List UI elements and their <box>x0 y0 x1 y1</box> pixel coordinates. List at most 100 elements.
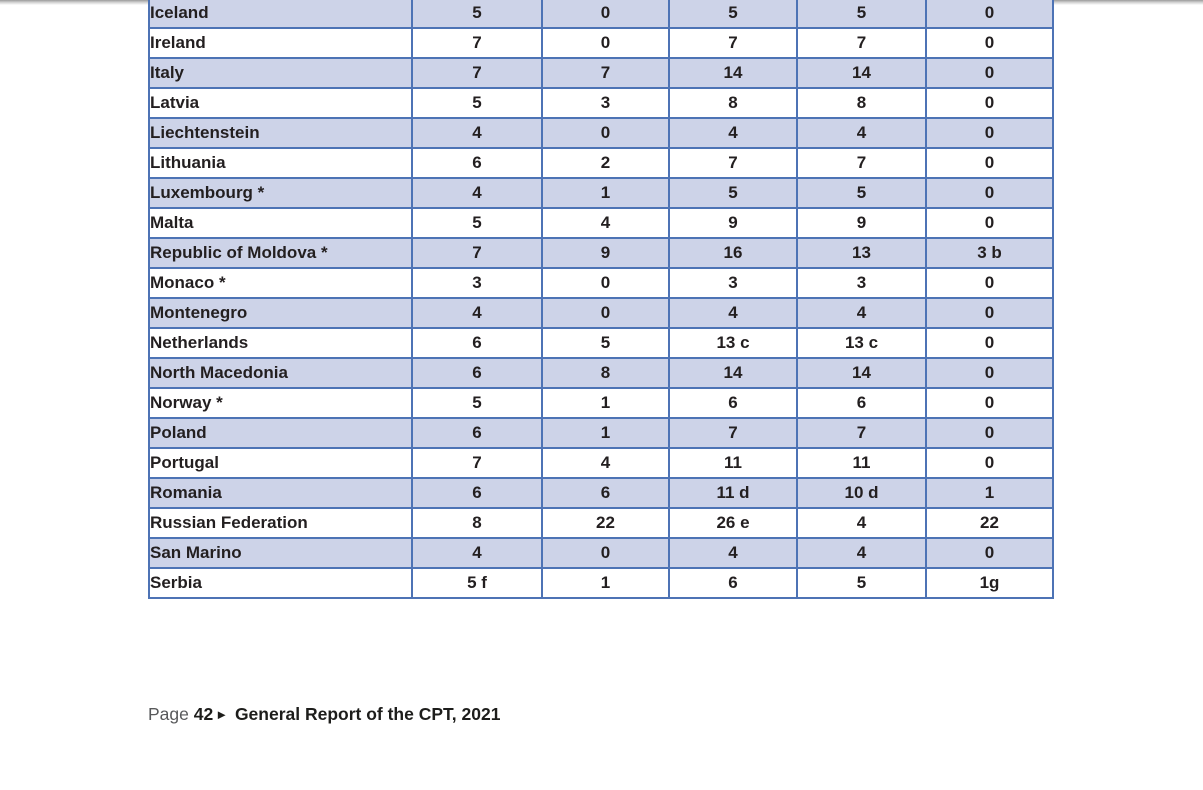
table-row: Malta 5 4 9 9 0 <box>148 207 1054 239</box>
value-cell: 4 <box>411 537 543 569</box>
arrow-right-icon: ► <box>215 707 229 722</box>
value-cell: 14 <box>668 357 798 389</box>
value-cell: 0 <box>925 387 1054 419</box>
value-cell: 6 <box>541 477 670 509</box>
value-cell: 1 <box>541 387 670 419</box>
country-name-cell: Portugal <box>148 447 413 479</box>
value-cell: 5 <box>411 87 543 119</box>
value-cell: 22 <box>925 507 1054 539</box>
country-name-cell: Monaco * <box>148 267 413 299</box>
value-cell: 5 <box>796 0 927 29</box>
value-cell: 0 <box>925 117 1054 149</box>
value-cell: 4 <box>411 297 543 329</box>
value-cell: 3 <box>668 267 798 299</box>
table-row: Serbia 5 f 1 6 5 1g <box>148 567 1054 599</box>
value-cell: 3 <box>796 267 927 299</box>
value-cell: 7 <box>411 447 543 479</box>
table-row: Portugal 7 4 11 11 0 <box>148 447 1054 479</box>
value-cell: 3 <box>411 267 543 299</box>
value-cell: 4 <box>796 537 927 569</box>
country-name-cell: San Marino <box>148 537 413 569</box>
value-cell: 0 <box>925 417 1054 449</box>
value-cell: 7 <box>411 57 543 89</box>
value-cell: 0 <box>925 57 1054 89</box>
value-cell: 6 <box>411 147 543 179</box>
value-cell: 11 <box>668 447 798 479</box>
country-name-cell: Romania <box>148 477 413 509</box>
table-row: Russian Federation 8 22 26 e 4 22 <box>148 507 1054 539</box>
value-cell: 7 <box>541 57 670 89</box>
table-row: Montenegro 4 0 4 4 0 <box>148 297 1054 329</box>
table-row: Republic of Moldova * 7 9 16 13 3 b <box>148 237 1054 269</box>
value-cell: 8 <box>411 507 543 539</box>
value-cell: 5 <box>796 177 927 209</box>
value-cell: 0 <box>541 297 670 329</box>
value-cell: 6 <box>411 357 543 389</box>
value-cell: 0 <box>541 537 670 569</box>
value-cell: 0 <box>925 27 1054 59</box>
value-cell: 0 <box>925 267 1054 299</box>
value-cell: 0 <box>925 87 1054 119</box>
value-cell: 0 <box>541 27 670 59</box>
value-cell: 4 <box>796 297 927 329</box>
country-name-cell: Latvia <box>148 87 413 119</box>
value-cell: 14 <box>796 357 927 389</box>
value-cell: 7 <box>796 27 927 59</box>
value-cell: 4 <box>541 447 670 479</box>
table-row: Luxembourg * 4 1 5 5 0 <box>148 177 1054 209</box>
value-cell: 14 <box>668 57 798 89</box>
value-cell: 1 <box>541 417 670 449</box>
country-name-cell: North Macedonia <box>148 357 413 389</box>
page-word-label: Page <box>148 704 194 724</box>
value-cell: 13 <box>796 237 927 269</box>
table-row: North Macedonia 6 8 14 14 0 <box>148 357 1054 389</box>
table-row: Monaco * 3 0 3 3 0 <box>148 267 1054 299</box>
value-cell: 7 <box>668 27 798 59</box>
value-cell: 5 <box>411 387 543 419</box>
value-cell: 7 <box>796 147 927 179</box>
value-cell: 16 <box>668 237 798 269</box>
value-cell: 0 <box>925 207 1054 239</box>
value-cell: 0 <box>925 327 1054 359</box>
value-cell: 0 <box>925 537 1054 569</box>
value-cell: 4 <box>411 177 543 209</box>
value-cell: 0 <box>925 447 1054 479</box>
value-cell: 10 d <box>796 477 927 509</box>
value-cell: 1 <box>541 567 670 599</box>
country-name-cell: Lithuania <box>148 147 413 179</box>
value-cell: 7 <box>668 147 798 179</box>
value-cell: 8 <box>541 357 670 389</box>
page-number: 42 <box>193 704 214 724</box>
value-cell: 6 <box>796 387 927 419</box>
value-cell: 13 c <box>668 327 798 359</box>
value-cell: 1 <box>541 177 670 209</box>
value-cell: 5 <box>796 567 927 599</box>
page-footer: Page 42 ► General Report of the CPT, 2021 <box>148 704 500 725</box>
value-cell: 9 <box>541 237 670 269</box>
country-name-cell: Iceland <box>148 0 413 29</box>
value-cell: 14 <box>796 57 927 89</box>
value-cell: 5 <box>411 0 543 29</box>
value-cell: 6 <box>411 327 543 359</box>
table-row: Liechtenstein 4 0 4 4 0 <box>148 117 1054 149</box>
value-cell: 5 <box>411 207 543 239</box>
table-row: Norway * 5 1 6 6 0 <box>148 387 1054 419</box>
table-row: Latvia 5 3 8 8 0 <box>148 87 1054 119</box>
value-cell: 5 <box>541 327 670 359</box>
value-cell: 4 <box>668 297 798 329</box>
table-row: Italy 7 7 14 14 0 <box>148 57 1054 89</box>
visits-table-body: Iceland 5 0 5 5 0 Ireland 7 0 7 7 0 Italy 7 7 14 14 0 Latv… <box>148 0 1054 599</box>
table-row: Ireland 7 0 7 7 0 <box>148 27 1054 59</box>
value-cell: 8 <box>796 87 927 119</box>
value-cell: 4 <box>796 507 927 539</box>
value-cell: 3 <box>541 87 670 119</box>
value-cell: 11 <box>796 447 927 479</box>
country-name-cell: Serbia <box>148 567 413 599</box>
value-cell: 6 <box>411 477 543 509</box>
value-cell: 0 <box>925 297 1054 329</box>
value-cell: 3 b <box>925 237 1054 269</box>
value-cell: 0 <box>541 0 670 29</box>
country-name-cell: Russian Federation <box>148 507 413 539</box>
